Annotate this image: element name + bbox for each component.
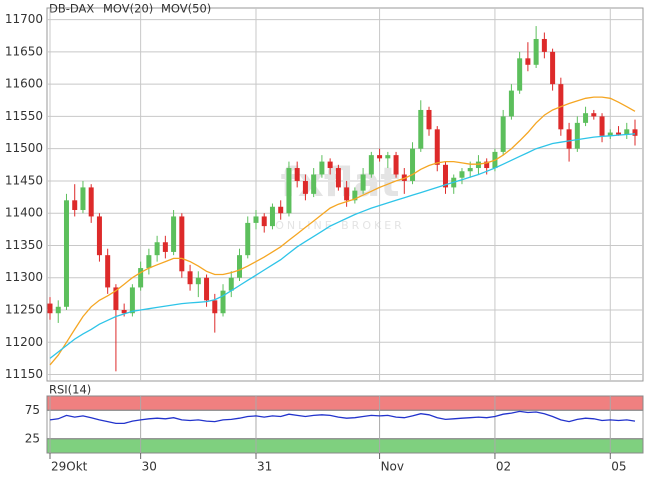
candle-body: [368, 155, 374, 175]
candle-body: [319, 161, 325, 175]
candle-body: [500, 116, 506, 152]
candle-body: [113, 287, 119, 311]
candle-body: [294, 168, 300, 181]
candle-body: [459, 171, 465, 178]
candle-body: [286, 168, 292, 214]
x-tick-label: Nov: [381, 460, 404, 474]
y-tick-label: 11650: [5, 44, 43, 58]
candle-body: [187, 271, 193, 285]
y-tick-label: 11700: [5, 12, 43, 26]
candle-body: [302, 180, 308, 194]
candle-body: [179, 216, 185, 272]
candle-body: [410, 148, 416, 181]
y-tick-label: 25: [25, 431, 40, 445]
rsi-upper-band: [46, 395, 644, 411]
candle-body: [352, 190, 358, 201]
candle-body: [278, 206, 284, 214]
candle-body: [442, 164, 448, 188]
candle-body: [129, 287, 135, 314]
candle-body: [72, 200, 78, 210]
candle-body: [121, 310, 127, 314]
candle-body: [154, 242, 160, 256]
y-tick-label: 11200: [5, 335, 43, 349]
candle-body: [162, 242, 168, 252]
candle-body: [253, 216, 259, 223]
y-tick-label: 11500: [5, 141, 43, 155]
candle-body: [138, 268, 144, 288]
candle-body: [261, 216, 267, 227]
candle-body: [566, 129, 572, 149]
rsi-title: RSI(14): [49, 383, 91, 397]
candle-body: [616, 132, 622, 135]
candle-body: [344, 187, 350, 201]
candle-body: [55, 306, 61, 314]
candle-body: [574, 122, 580, 149]
candle-body: [96, 216, 102, 256]
candle-body: [533, 38, 539, 65]
candle-body: [212, 300, 218, 314]
y-tick-label: 11550: [5, 109, 43, 123]
y-tick-label: 11150: [5, 367, 43, 381]
candle-body: [484, 161, 490, 169]
candle-body: [47, 303, 53, 314]
moving-average-line: [49, 133, 636, 359]
x-tick-label: 05: [611, 460, 626, 474]
y-tick-label: 11350: [5, 238, 43, 252]
y-tick-label: 11600: [5, 77, 43, 91]
x-tick-label: 31: [257, 460, 272, 474]
candle-body: [517, 58, 523, 91]
candle-body: [228, 277, 234, 291]
candle-body: [146, 255, 152, 269]
candle-body: [63, 200, 69, 307]
candle-body: [426, 109, 432, 130]
candle-body: [393, 155, 399, 175]
candle-body: [360, 174, 366, 191]
candle-body: [171, 216, 177, 252]
x-tick-label: 30: [142, 460, 157, 474]
y-tick-label: 11400: [5, 206, 43, 220]
candle-body: [550, 51, 556, 85]
y-tick-label: 11300: [5, 270, 43, 284]
candle-body: [508, 90, 514, 117]
candle-body: [88, 187, 94, 217]
candle-body: [583, 113, 589, 123]
candle-body: [269, 206, 275, 227]
candle-body: [541, 38, 547, 52]
candle-body: [525, 58, 531, 65]
rsi-lower-band: [46, 438, 644, 454]
candle-body: [467, 168, 473, 172]
candle-body: [80, 187, 86, 210]
candle-body: [624, 129, 630, 135]
candle-body: [220, 290, 226, 314]
y-tick-label: 75: [25, 403, 40, 417]
x-tick-label: 29Okt: [51, 460, 88, 474]
candle-body: [204, 277, 210, 301]
candle-body: [335, 168, 341, 188]
candle-body: [245, 222, 251, 256]
candle-body: [385, 155, 391, 159]
candle-body: [434, 129, 440, 165]
candle-body: [632, 129, 638, 136]
candle-body: [105, 255, 111, 288]
candle-body: [311, 174, 317, 194]
candle-body: [195, 277, 201, 285]
y-tick-label: 11450: [5, 173, 43, 187]
candle-body: [418, 109, 424, 149]
candle-body: [599, 116, 605, 136]
candle-body: [591, 113, 597, 117]
candle-body: [237, 255, 243, 278]
candle-body: [327, 161, 333, 169]
legend-symbol: DB-DAX: [49, 2, 94, 16]
x-tick-label: 02: [496, 460, 511, 474]
watermark-subtitle: ONLINE BROKER: [275, 219, 405, 232]
legend-entry: MOV(50): [161, 2, 211, 16]
legend-entry: MOV(20): [103, 2, 153, 16]
candle-body: [377, 155, 383, 159]
moving-average-line: [49, 96, 636, 366]
candle-body: [607, 132, 613, 136]
y-tick-label: 11250: [5, 303, 43, 317]
rsi-line: [49, 410, 636, 425]
